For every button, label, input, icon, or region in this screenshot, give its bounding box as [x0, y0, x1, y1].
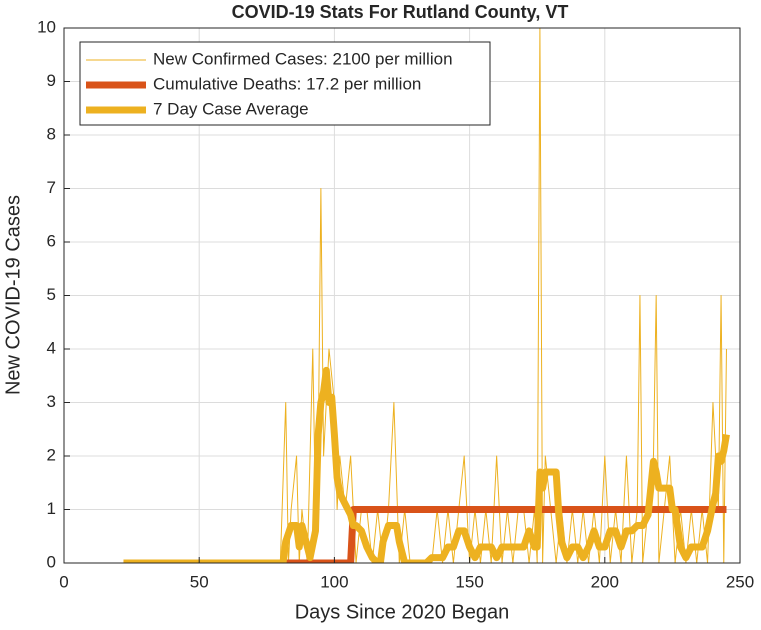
legend-box	[79, 41, 491, 126]
legend-label: New Confirmed Cases: 2100 per million	[153, 49, 453, 68]
y-tick-label: 10	[37, 17, 56, 36]
y-axis-label: New COVID-19 Cases	[2, 195, 24, 395]
x-axis-label: Days Since 2020 Began	[295, 601, 510, 623]
y-tick-label: 2	[47, 445, 56, 464]
x-tick-label: 50	[190, 572, 209, 591]
y-tick-label: 8	[47, 124, 56, 143]
x-tick-label: 200	[591, 572, 619, 591]
y-tick-label: 6	[47, 231, 56, 250]
y-tick-label: 7	[47, 178, 56, 197]
legend-label: 7 Day Case Average	[153, 99, 309, 118]
y-tick-label: 1	[47, 499, 56, 518]
y-tick-label: 3	[47, 392, 56, 411]
y-tick-label: 4	[47, 338, 56, 357]
x-tick-label: 250	[726, 572, 754, 591]
series-line	[123, 366, 730, 563]
y-tick-label: 5	[47, 285, 56, 304]
x-tick-label: 0	[59, 572, 68, 591]
legend-label: Cumulative Deaths: 17.2 per million	[153, 74, 421, 93]
y-tick-label: 0	[47, 552, 56, 571]
x-tick-label: 150	[455, 572, 483, 591]
chart-title: COVID-19 Stats For Rutland County, VT	[232, 2, 569, 22]
y-tick-label: 9	[47, 71, 56, 90]
series-line	[123, 506, 727, 563]
x-tick-label: 100	[320, 572, 348, 591]
